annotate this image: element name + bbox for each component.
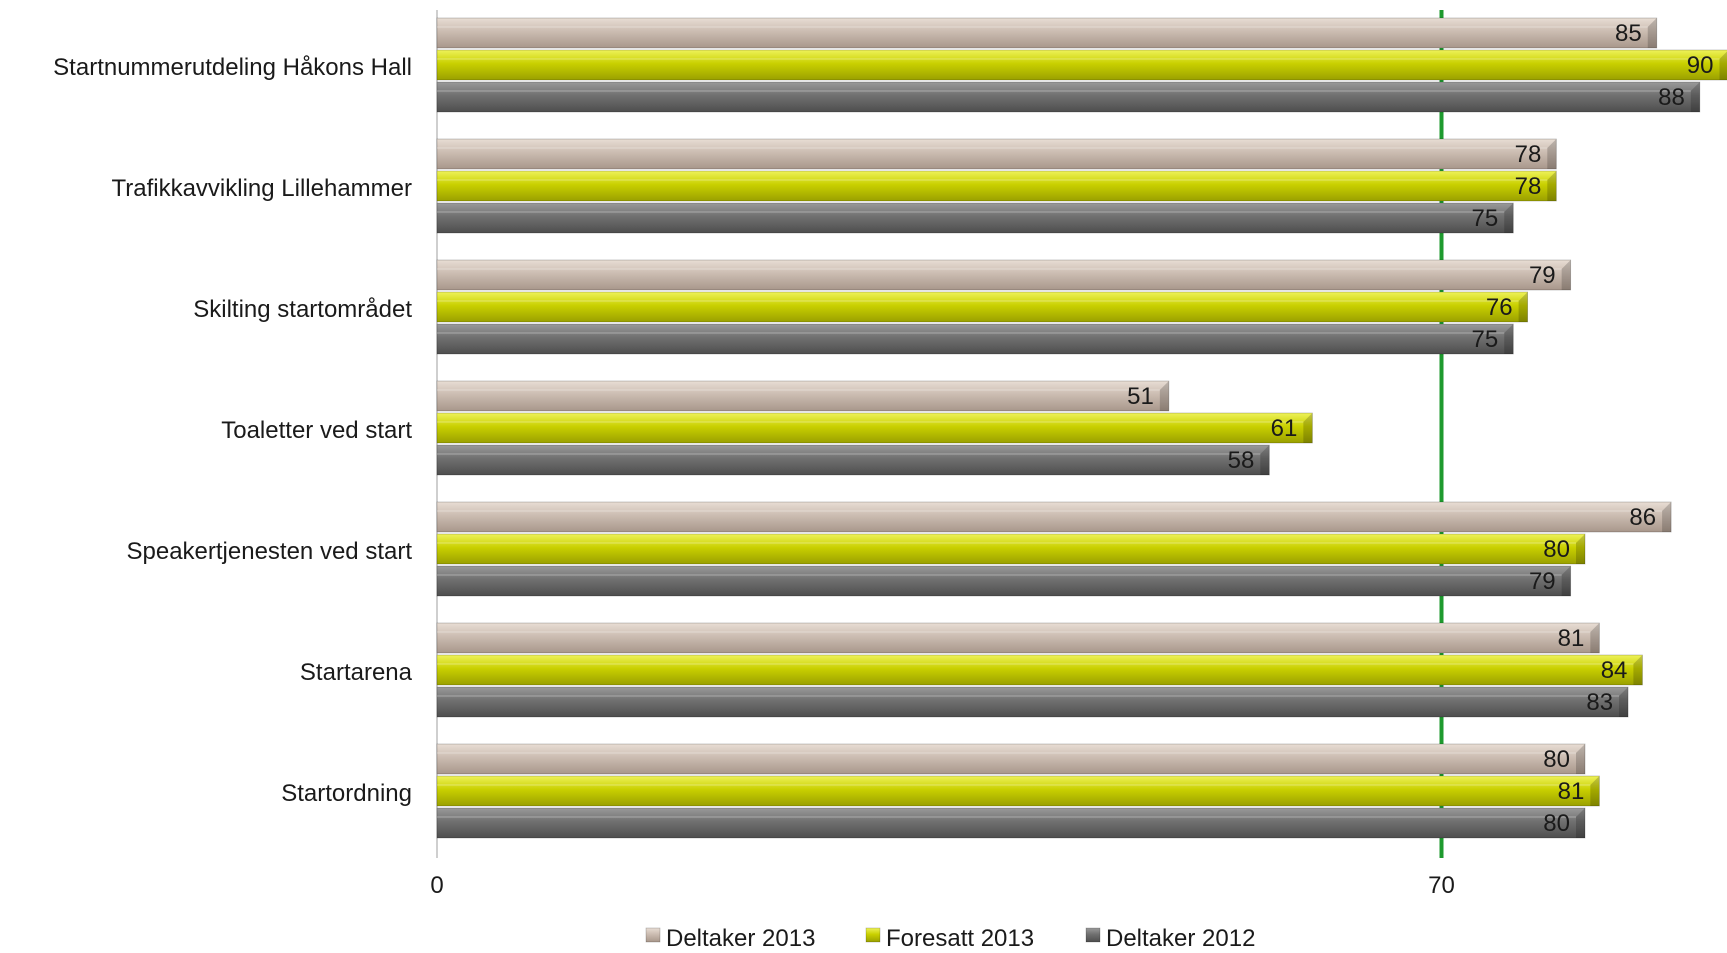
bar-2-3 — [436, 291, 1528, 323]
data-label: 78 — [1515, 141, 1542, 168]
category-label: Skilting startområdet — [193, 296, 412, 323]
data-label: 79 — [1529, 568, 1556, 595]
data-label: 85 — [1615, 20, 1642, 47]
bar-bevel-2-3 — [1518, 292, 1528, 322]
bar-3-4 — [436, 444, 1270, 476]
x-tick-label: 70 — [1428, 872, 1455, 899]
bar-bevel-3-6 — [1619, 687, 1629, 717]
category-label: Startnummerutdeling Håkons Hall — [53, 54, 412, 81]
bar-bevel-2-6 — [1633, 655, 1643, 685]
data-label: 80 — [1543, 536, 1570, 563]
data-label: 76 — [1486, 294, 1513, 321]
data-label: 84 — [1601, 657, 1628, 684]
data-label: 83 — [1586, 689, 1613, 716]
bar-bevel-1-5 — [1662, 502, 1672, 532]
bar-1-5 — [436, 501, 1672, 533]
bar-1-6 — [436, 622, 1600, 654]
bar-3-3 — [436, 323, 1514, 355]
data-label: 80 — [1543, 746, 1570, 773]
data-label: 58 — [1228, 447, 1255, 474]
bar-3-1 — [436, 81, 1701, 113]
bar-bevel-2-7 — [1590, 776, 1600, 806]
bar-3-2 — [436, 202, 1514, 234]
category-label: Toaletter ved start — [221, 417, 412, 444]
bar-2-5 — [436, 533, 1586, 565]
bar-bevel-1-3 — [1561, 260, 1571, 290]
bar-bevel-3-2 — [1504, 203, 1514, 233]
bar-bevel-1-6 — [1590, 623, 1600, 653]
bar-bevel-2-5 — [1576, 534, 1585, 564]
legend-entry: Foresatt 2013 — [886, 925, 1034, 952]
legend-swatch — [645, 927, 661, 943]
bar-bevel-3-3 — [1504, 324, 1514, 354]
bar-bevel-3-7 — [1576, 808, 1585, 838]
bar-3-5 — [436, 565, 1572, 597]
category-label: Trafikkavvikling Lillehammer — [111, 175, 412, 202]
legend-entry: Deltaker 2012 — [1106, 925, 1255, 952]
category-label: Startarena — [300, 659, 413, 686]
bar-2-4 — [436, 412, 1313, 444]
data-label: 90 — [1687, 52, 1714, 79]
data-label: 75 — [1472, 205, 1499, 232]
data-label: 81 — [1558, 625, 1585, 652]
bar-2-2 — [436, 170, 1557, 202]
bar-2-6 — [436, 654, 1643, 686]
data-label: 79 — [1529, 262, 1556, 289]
data-label: 75 — [1472, 326, 1499, 353]
data-label: 80 — [1543, 810, 1570, 837]
data-label: 88 — [1658, 84, 1685, 111]
bar-2-7 — [436, 775, 1600, 807]
data-label: 61 — [1271, 415, 1298, 442]
bar-bevel-1-1 — [1647, 18, 1657, 48]
bar-bevel-3-5 — [1561, 566, 1571, 596]
data-label: 81 — [1558, 778, 1585, 805]
bar-3-6 — [436, 686, 1629, 718]
bar-1-2 — [436, 138, 1557, 170]
bar-bevel-2-2 — [1547, 171, 1557, 201]
bar-1-4 — [436, 380, 1170, 412]
category-label: Speakertjenesten ved start — [126, 538, 412, 565]
legend-swatch — [865, 927, 881, 943]
bar-1-7 — [436, 743, 1586, 775]
x-tick-label: 0 — [430, 872, 443, 899]
data-label: 78 — [1515, 173, 1542, 200]
bar-1-1 — [436, 17, 1658, 49]
bar-3-7 — [436, 807, 1586, 839]
bar-bevel-1-2 — [1547, 139, 1557, 169]
legend-entry: Deltaker 2013 — [666, 925, 815, 952]
data-label: 86 — [1629, 504, 1656, 531]
bar-bevel-3-4 — [1260, 445, 1270, 475]
bar-2-1 — [436, 49, 1727, 81]
category-label: Startordning — [281, 780, 412, 807]
bar-bevel-1-4 — [1159, 381, 1169, 411]
bar-bevel-2-1 — [1719, 51, 1727, 80]
bar-bevel-3-1 — [1690, 82, 1700, 112]
bar-bevel-1-7 — [1576, 744, 1585, 774]
bar-1-3 — [436, 259, 1572, 291]
bar-bevel-2-4 — [1303, 413, 1313, 443]
data-label: 51 — [1127, 383, 1154, 410]
legend-swatch — [1085, 927, 1101, 943]
